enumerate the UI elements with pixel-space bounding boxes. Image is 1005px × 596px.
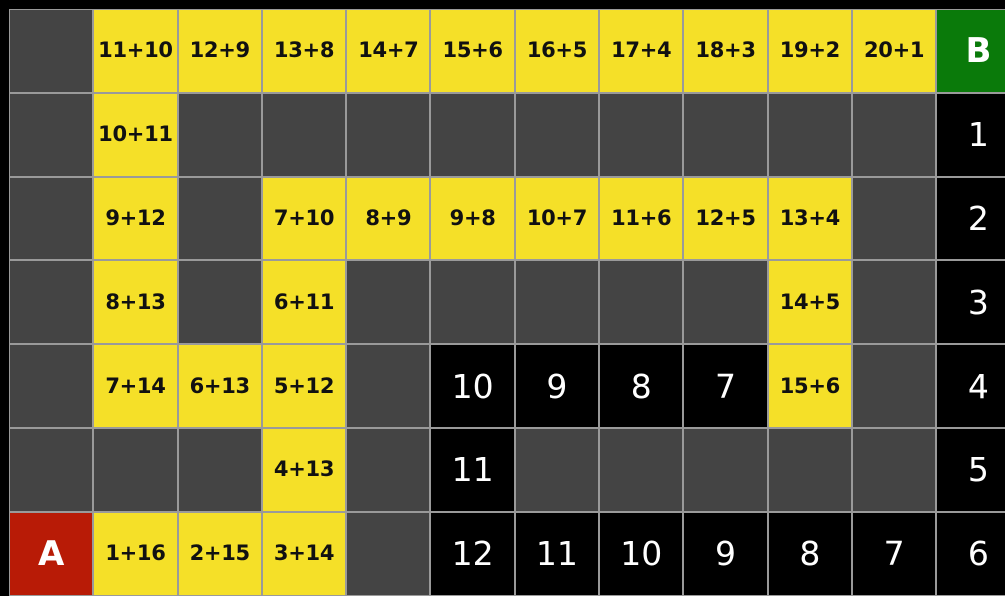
path-cell-r1-c1[interactable]: 10+11 <box>94 93 177 176</box>
path-cell-r0-c6[interactable]: 16+5 <box>515 10 599 92</box>
start-cell-r6-c0[interactable]: A <box>10 512 93 595</box>
value-cell-r6-c7[interactable]: 10 <box>600 512 683 595</box>
value-cell-r5-c5[interactable]: 11 <box>431 428 514 511</box>
empty-cell-r1-c3 <box>262 93 346 176</box>
path-cell-r0-c3[interactable]: 13+8 <box>262 10 346 92</box>
path-cell-r4-c1[interactable]: 7+14 <box>94 345 177 427</box>
path-cell-r6-c2[interactable]: 2+15 <box>178 512 261 595</box>
value-cell-r4-c8[interactable]: 7 <box>684 345 767 427</box>
path-cell-r2-c4[interactable]: 8+9 <box>347 177 430 260</box>
goal-cell-r0-c11[interactable]: B <box>937 10 1005 92</box>
value-cell-r4-c6[interactable]: 9 <box>515 345 599 427</box>
empty-cell-r4-c4 <box>347 345 430 427</box>
path-cell-r6-c1[interactable]: 1+16 <box>94 512 177 595</box>
empty-cell-r5-c10 <box>852 428 936 511</box>
empty-cell-r1-c6 <box>515 93 599 176</box>
path-cell-r0-c4[interactable]: 14+7 <box>347 10 430 92</box>
value-cell-r6-c6[interactable]: 11 <box>515 512 599 595</box>
path-cell-r2-c8[interactable]: 12+5 <box>684 177 767 260</box>
empty-cell-r3-c5 <box>431 261 514 344</box>
empty-cell-r1-c8 <box>684 93 767 176</box>
empty-cell-r0-c0 <box>10 10 93 92</box>
value-cell-r5-c11[interactable]: 5 <box>937 428 1005 511</box>
path-cell-r6-c3[interactable]: 3+14 <box>262 512 346 595</box>
path-cell-r0-c5[interactable]: 15+6 <box>431 10 514 92</box>
value-cell-r6-c5[interactable]: 12 <box>431 512 514 595</box>
empty-cell-r5-c6 <box>515 428 599 511</box>
path-cell-r2-c9[interactable]: 13+4 <box>768 177 851 260</box>
empty-cell-r5-c9 <box>768 428 851 511</box>
empty-cell-r4-c0 <box>10 345 93 427</box>
empty-cell-r2-c10 <box>852 177 936 260</box>
value-cell-r6-c9[interactable]: 8 <box>768 512 851 595</box>
value-cell-r1-c11[interactable]: 1 <box>937 93 1005 176</box>
empty-cell-r5-c2 <box>178 428 261 511</box>
empty-cell-r2-c2 <box>178 177 261 260</box>
empty-cell-r5-c4 <box>347 428 430 511</box>
path-cell-r2-c5[interactable]: 9+8 <box>431 177 514 260</box>
path-cell-r2-c6[interactable]: 10+7 <box>515 177 599 260</box>
path-cell-r3-c1[interactable]: 8+13 <box>94 261 177 344</box>
path-cell-r0-c7[interactable]: 17+4 <box>600 10 683 92</box>
empty-cell-r3-c7 <box>600 261 683 344</box>
path-cell-r4-c9[interactable]: 15+6 <box>768 345 851 427</box>
value-cell-r6-c10[interactable]: 7 <box>852 512 936 595</box>
empty-cell-r4-c10 <box>852 345 936 427</box>
empty-cell-r1-c9 <box>768 93 851 176</box>
path-cell-r3-c3[interactable]: 6+11 <box>262 261 346 344</box>
value-cell-r3-c11[interactable]: 3 <box>937 261 1005 344</box>
empty-cell-r3-c4 <box>347 261 430 344</box>
path-cell-r4-c3[interactable]: 5+12 <box>262 345 346 427</box>
empty-cell-r3-c0 <box>10 261 93 344</box>
value-cell-r4-c7[interactable]: 8 <box>600 345 683 427</box>
empty-cell-r5-c7 <box>600 428 683 511</box>
value-cell-r2-c11[interactable]: 2 <box>937 177 1005 260</box>
empty-cell-r5-c0 <box>10 428 93 511</box>
empty-cell-r1-c5 <box>431 93 514 176</box>
value-cell-r6-c8[interactable]: 9 <box>684 512 767 595</box>
empty-cell-r3-c10 <box>852 261 936 344</box>
path-cell-r5-c3[interactable]: 4+13 <box>262 428 346 511</box>
value-cell-r4-c5[interactable]: 10 <box>431 345 514 427</box>
path-cell-r0-c2[interactable]: 12+9 <box>178 10 261 92</box>
empty-cell-r1-c10 <box>852 93 936 176</box>
path-cell-r4-c2[interactable]: 6+13 <box>178 345 261 427</box>
empty-cell-r1-c0 <box>10 93 93 176</box>
grid-board: 11+10 12+9 13+8 14+7 15+6 16+5 17+4 18+3 19+2 20+… <box>9 9 1005 596</box>
empty-cell-r5-c8 <box>684 428 767 511</box>
path-cell-r3-c9[interactable]: 14+5 <box>768 261 851 344</box>
value-cell-r4-c11[interactable]: 4 <box>937 345 1005 427</box>
empty-cell-r1-c2 <box>178 93 261 176</box>
empty-cell-r1-c4 <box>347 93 430 176</box>
path-cell-r0-c9[interactable]: 19+2 <box>768 10 851 92</box>
path-cell-r0-c10[interactable]: 20+1 <box>852 10 936 92</box>
path-cell-r2-c7[interactable]: 11+6 <box>600 177 683 260</box>
path-cell-r0-c8[interactable]: 18+3 <box>684 10 767 92</box>
path-cell-r0-c1[interactable]: 11+10 <box>94 10 177 92</box>
empty-cell-r3-c2 <box>178 261 261 344</box>
empty-cell-r2-c0 <box>10 177 93 260</box>
empty-cell-r5-c1 <box>94 428 177 511</box>
empty-cell-r3-c8 <box>684 261 767 344</box>
value-cell-r6-c11[interactable]: 6 <box>937 512 1005 595</box>
path-cell-r2-c1[interactable]: 9+12 <box>94 177 177 260</box>
empty-cell-r6-c4 <box>347 512 430 595</box>
path-cell-r2-c3[interactable]: 7+10 <box>262 177 346 260</box>
empty-cell-r1-c7 <box>600 93 683 176</box>
empty-cell-r3-c6 <box>515 261 599 344</box>
